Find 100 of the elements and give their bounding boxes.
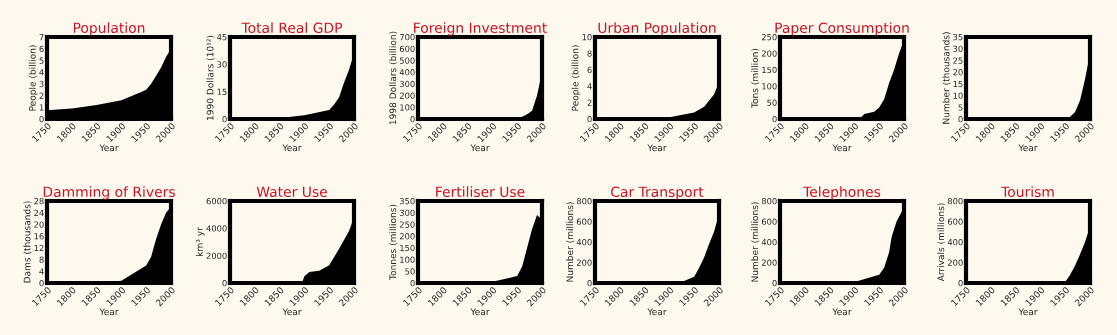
y-axis-title: Number (millions)	[751, 202, 760, 282]
y-tick-label: 5	[39, 57, 44, 64]
chart-title: Telephones	[803, 186, 881, 200]
y-tick-label: 800	[576, 197, 592, 205]
chart-title: Paper Consumption	[775, 22, 909, 36]
x-axis-title: Year	[647, 144, 667, 152]
chart-title: Population	[73, 22, 145, 36]
y-tick-label: 100	[762, 83, 777, 90]
y-tick-label: 50	[767, 99, 777, 106]
y-axis-title: Number (millions)	[566, 202, 575, 282]
y-tick-label: 8	[587, 50, 592, 57]
y-tick-label: 16	[34, 233, 44, 240]
y-tick-label: 15	[217, 88, 227, 95]
y-tick-label: 8	[39, 256, 44, 263]
y-tick-label: 30	[953, 45, 963, 52]
y-tick-label: 150	[762, 66, 777, 74]
y-tick-label: 0	[39, 115, 44, 123]
y-tick-label: 200	[399, 92, 415, 99]
chart-title: Car Transport	[611, 186, 704, 200]
y-tick-label: 50	[405, 268, 415, 275]
y-axis-title: People (billion)	[571, 45, 581, 111]
y-tick-label: 2	[587, 99, 592, 106]
y-tick-label: 25	[953, 57, 963, 64]
y-axis-title: Dams (thousands)	[23, 201, 32, 283]
y-tick-label: 150	[400, 244, 415, 252]
x-axis-title: Year	[1018, 308, 1038, 316]
y-tick-label: 4000	[206, 225, 227, 232]
y-tick-label: 250	[399, 221, 415, 228]
y-tick-label: 6	[39, 45, 44, 52]
y-tick-label: 350	[399, 197, 415, 205]
y-tick-label: 0	[222, 115, 227, 123]
y-tick-label: 200	[761, 50, 777, 57]
x-axis-title: Year	[470, 308, 490, 316]
x-axis-title: Year	[282, 308, 302, 316]
y-tick-label: 600	[399, 45, 415, 52]
x-axis-title: Year	[99, 308, 119, 316]
x-axis-title: Year	[282, 144, 302, 152]
y-tick-label: 400	[576, 238, 592, 246]
y-tick-label: 0	[958, 115, 963, 123]
chart-title: Damming of Rivers	[43, 186, 175, 200]
x-axis-title: Year	[832, 144, 852, 152]
y-tick-label: 10	[582, 33, 592, 41]
chart-title: Water Use	[256, 186, 327, 198]
y-tick-label: 300	[399, 209, 415, 216]
y-tick-label: 200	[399, 233, 415, 240]
x-axis-title: Year	[470, 144, 490, 152]
y-tick-label: 0	[772, 279, 777, 287]
y-tick-label: 250	[761, 33, 777, 41]
y-tick-label: 28	[34, 197, 44, 205]
y-tick-label: 0	[410, 115, 415, 123]
y-tick-label: 600	[576, 218, 592, 225]
y-tick-label: 400	[761, 238, 777, 246]
y-tick-label: 24	[34, 209, 44, 216]
y-axis-title: Number (thousands)	[942, 32, 951, 124]
y-tick-label: 0	[587, 279, 592, 287]
y-tick-label: 20	[34, 221, 44, 228]
y-tick-label: 2	[39, 92, 44, 99]
x-axis-title: Year	[647, 308, 667, 316]
y-tick-label: 400	[947, 238, 963, 246]
y-tick-label: 6	[587, 66, 592, 74]
y-tick-label: 0	[39, 279, 44, 287]
y-tick-label: 200	[761, 259, 777, 266]
y-tick-label: 4	[39, 69, 44, 76]
y-tick-label: 10	[953, 92, 963, 99]
y-tick-label: 800	[761, 197, 777, 205]
chart-title: Total Real GDP	[241, 22, 343, 34]
y-tick-label: 600	[761, 218, 777, 225]
y-tick-label: 0	[587, 115, 592, 123]
chart-title: Fertiliser Use	[436, 186, 525, 198]
y-tick-label: 3	[39, 80, 44, 88]
y-tick-label: 12	[34, 244, 44, 252]
y-axis-title: Tons (million)	[751, 48, 760, 108]
y-tick-label: 1	[39, 104, 44, 111]
y-tick-label: 45	[217, 34, 227, 41]
y-tick-label: 100	[400, 104, 415, 111]
x-axis-title: Year	[99, 144, 119, 152]
y-tick-label: 400	[399, 69, 415, 76]
y-axis-title: 1998 Dollars (billion)	[389, 31, 398, 125]
y-tick-label: 20	[953, 69, 963, 76]
y-tick-label: 600	[947, 218, 963, 225]
y-axis-title: Tonnes (millions)	[389, 204, 398, 280]
y-tick-label: 700	[400, 33, 415, 41]
y-tick-label: 5	[958, 104, 963, 111]
y-axis-title: Arrivals (millions)	[937, 203, 946, 282]
y-axis-title: 1990 Dollars (10¹²)	[206, 35, 215, 120]
y-axis-title: km³ yr	[195, 227, 205, 256]
y-tick-label: 2000	[206, 252, 227, 259]
y-tick-label: 200	[576, 259, 592, 266]
x-axis-title: Year	[1018, 144, 1038, 152]
y-tick-label: 100	[400, 256, 415, 263]
y-tick-label: 7	[39, 34, 44, 41]
y-tick-label: 4	[39, 268, 44, 275]
y-tick-label: 300	[399, 80, 415, 88]
y-tick-label: 800	[947, 197, 963, 205]
y-tick-label: 0	[222, 279, 227, 287]
y-tick-label: 500	[399, 57, 415, 64]
y-tick-label: 4	[587, 83, 592, 90]
y-tick-label: 200	[947, 259, 963, 266]
y-tick-label: 6000	[206, 197, 227, 205]
x-axis-title: Year	[832, 308, 852, 316]
